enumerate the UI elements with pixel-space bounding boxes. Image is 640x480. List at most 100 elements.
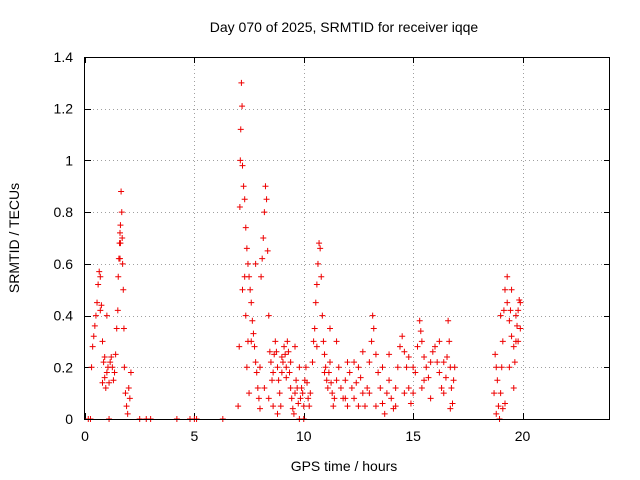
data-point [255, 395, 262, 402]
data-point [266, 348, 273, 355]
data-point [96, 268, 103, 275]
data-point [414, 343, 421, 350]
data-point [316, 240, 323, 247]
data-point [257, 364, 263, 371]
data-point [282, 351, 289, 358]
data-point [89, 343, 96, 350]
data-point [281, 343, 288, 350]
x-tick-label: 20 [515, 428, 531, 444]
data-point [368, 338, 375, 345]
data-point [440, 359, 447, 366]
data-point [290, 410, 297, 417]
data-point [383, 390, 390, 397]
data-points [85, 79, 524, 422]
data-point [97, 307, 104, 314]
data-point [297, 395, 304, 402]
data-point [259, 255, 266, 262]
data-point [309, 359, 316, 366]
data-point [257, 405, 263, 412]
data-point [418, 338, 425, 345]
data-point [329, 390, 336, 397]
data-point [292, 343, 298, 350]
data-point [302, 364, 309, 371]
data-point [502, 286, 508, 293]
data-point [240, 183, 247, 190]
data-point [292, 390, 298, 397]
data-point [348, 384, 355, 391]
data-point [237, 157, 244, 164]
data-point [251, 343, 258, 350]
data-point [310, 338, 317, 345]
data-point [272, 338, 279, 345]
data-point [119, 235, 126, 241]
data-point [405, 353, 412, 360]
data-point [327, 325, 333, 332]
data-point [283, 374, 290, 381]
data-point [450, 377, 457, 384]
data-point [114, 307, 121, 314]
data-point [351, 395, 358, 402]
chart-title: Day 070 of 2025, SRMTID for receiver iqq… [210, 19, 479, 35]
data-point [370, 325, 377, 332]
data-point [499, 405, 506, 412]
data-point [412, 369, 419, 376]
data-point [377, 384, 384, 391]
data-point [248, 299, 255, 306]
data-point [253, 369, 260, 376]
axis-ticks [85, 57, 610, 420]
data-point [106, 379, 113, 386]
data-point [355, 403, 362, 410]
data-point [427, 395, 434, 402]
data-point [298, 384, 305, 391]
data-point [261, 209, 268, 216]
data-point [508, 286, 515, 293]
data-point [394, 364, 401, 371]
data-point [247, 286, 254, 293]
data-point [296, 364, 303, 371]
data-point [278, 369, 285, 376]
data-point [436, 369, 443, 376]
data-point [427, 359, 434, 366]
data-point [357, 374, 364, 381]
data-point [504, 299, 511, 306]
data-point [102, 384, 109, 391]
data-point [392, 384, 399, 391]
data-point [451, 364, 458, 371]
x-tick-label: 5 [190, 428, 198, 444]
data-point [286, 369, 293, 376]
x-tick-label: 0 [81, 428, 89, 444]
data-point [237, 126, 244, 133]
data-point [317, 245, 324, 252]
y-tick-label: 0.6 [54, 256, 74, 272]
data-point [392, 403, 399, 410]
data-point [499, 338, 506, 345]
data-point [265, 312, 272, 319]
data-point [344, 403, 351, 410]
data-point [273, 348, 280, 355]
data-point [432, 343, 438, 350]
data-point [265, 395, 272, 402]
y-tick-labels: 0 0.2 0.4 0.6 0.8 1 1.2 1.4 [54, 49, 74, 427]
data-point [241, 273, 248, 280]
plot-frame [84, 57, 610, 420]
data-point [313, 281, 320, 288]
data-point [117, 229, 123, 236]
data-point [288, 395, 295, 402]
data-point [117, 240, 124, 247]
data-point [401, 390, 408, 397]
data-point [95, 281, 102, 288]
data-point [283, 364, 290, 371]
data-point [236, 343, 243, 350]
data-point [109, 364, 116, 371]
data-point [113, 325, 120, 332]
data-point [504, 273, 511, 280]
data-point [108, 353, 115, 360]
data-point [123, 403, 130, 410]
data-point [91, 322, 98, 329]
data-point [267, 359, 274, 366]
data-point [277, 403, 284, 410]
data-point [410, 390, 417, 397]
data-point [274, 364, 281, 371]
data-point [515, 338, 522, 345]
